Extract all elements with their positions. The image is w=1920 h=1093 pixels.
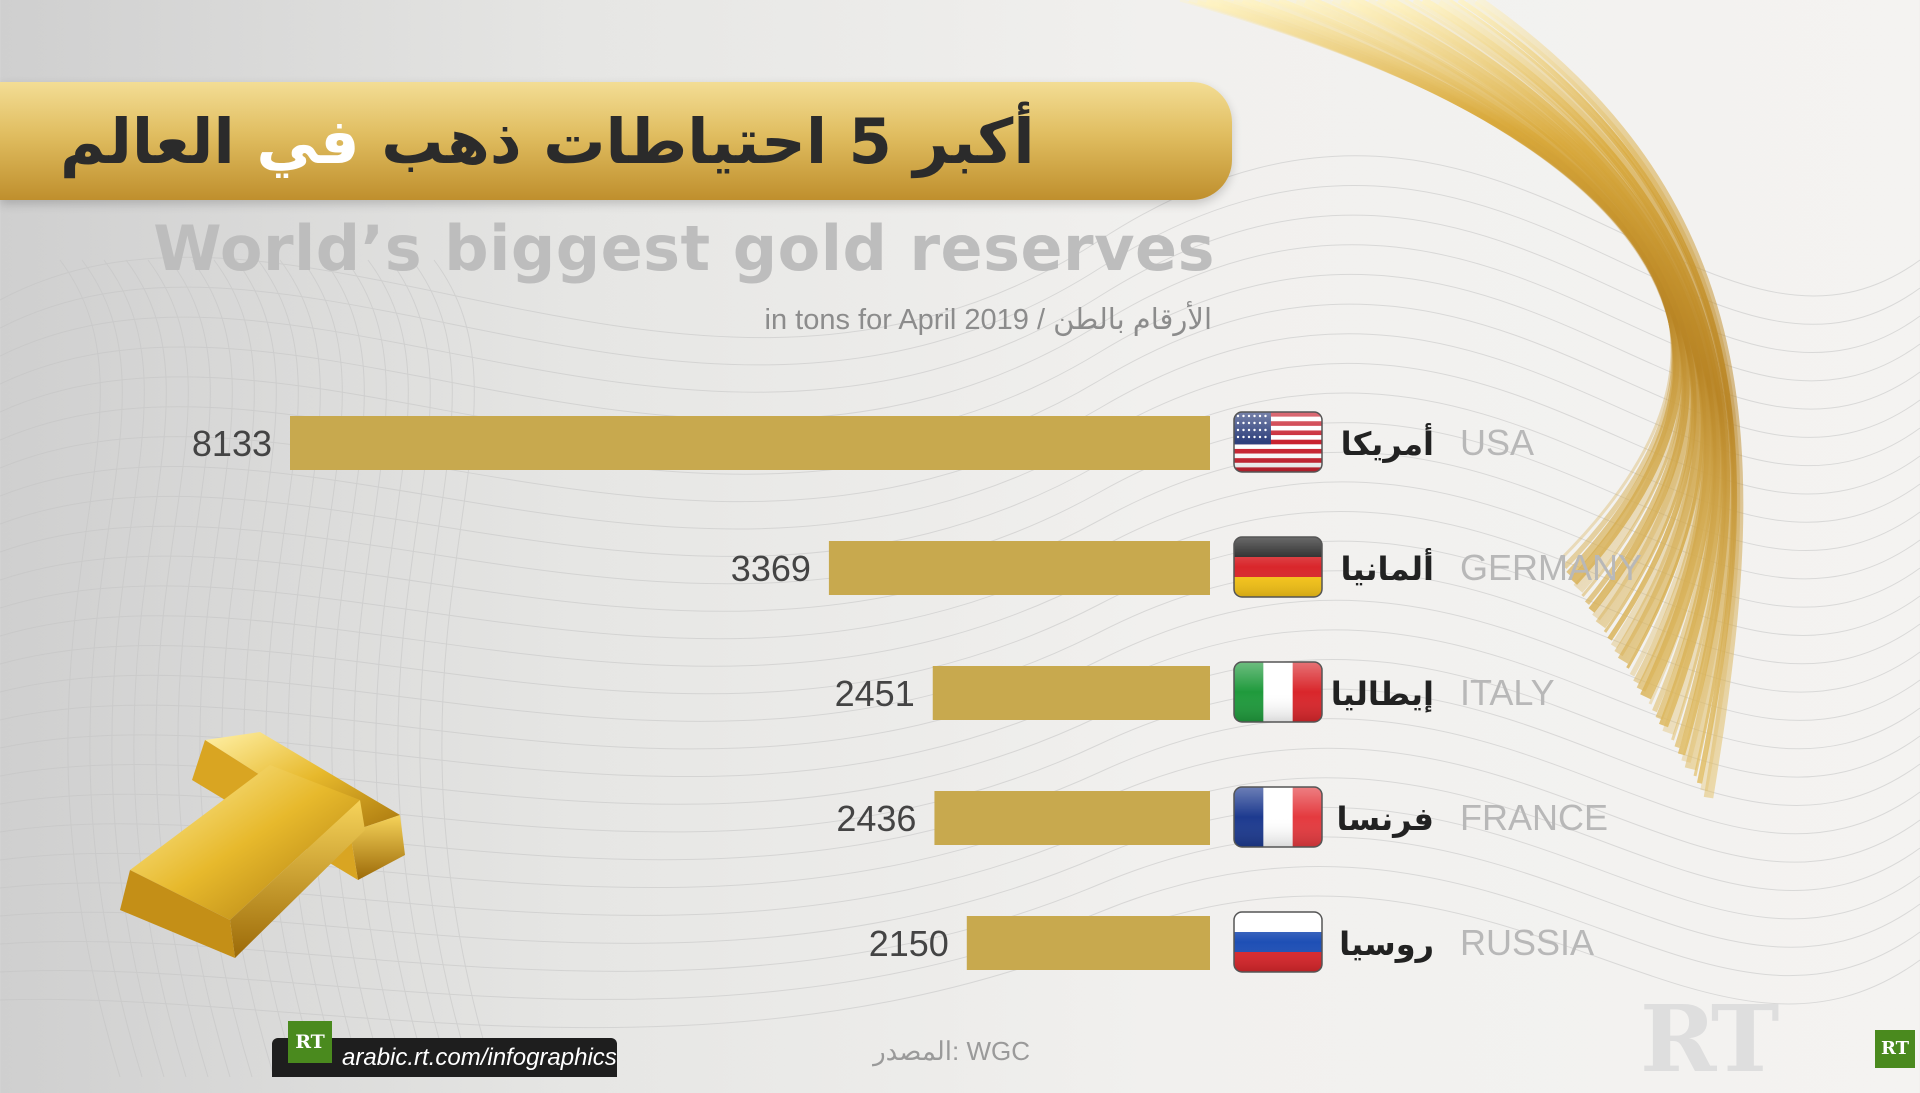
arabic-title-highlight: في bbox=[256, 104, 360, 178]
russia-flag-icon bbox=[1233, 911, 1323, 973]
bar-italy bbox=[932, 666, 1210, 720]
value-label-france: 2436 bbox=[836, 798, 916, 839]
country-label-ar-germany: ألمانيا bbox=[1340, 548, 1434, 588]
usa-flag-icon bbox=[1233, 411, 1323, 473]
country-label-ar-italy: إيطاليا bbox=[1331, 675, 1434, 714]
country-label-ar-usa: أمريكا bbox=[1341, 423, 1434, 463]
country-label-ar-france: فرنسا bbox=[1337, 800, 1434, 838]
france-flag-icon bbox=[1233, 786, 1323, 848]
gold-bar-front bbox=[120, 765, 365, 958]
arabic-title: أكبر 5 احتياطات ذهب في العالم bbox=[60, 86, 1180, 196]
country-label-usa: USA bbox=[1460, 422, 1534, 463]
value-label-germany: 3369 bbox=[731, 548, 811, 589]
country-label-france: FRANCE bbox=[1460, 797, 1608, 838]
country-label-germany: GERMANY bbox=[1460, 547, 1642, 588]
title-banner bbox=[0, 82, 1232, 200]
bar-usa bbox=[290, 416, 1210, 470]
country-label-ar-russia: روسيا bbox=[1339, 925, 1434, 963]
arabic-title-part1: أكبر 5 احتياطات ذهب bbox=[381, 104, 1035, 178]
value-label-italy: 2451 bbox=[835, 673, 915, 714]
bar-france bbox=[934, 791, 1210, 845]
bar-russia bbox=[966, 916, 1210, 970]
english-title: World’s biggest gold reserves bbox=[153, 212, 1215, 285]
country-label-russia: RUSSIA bbox=[1460, 922, 1594, 963]
gold-bars-illustration bbox=[120, 732, 405, 958]
arabic-title-part3: العالم bbox=[60, 104, 235, 178]
value-label-russia: 2150 bbox=[869, 923, 949, 964]
bar-germany bbox=[828, 541, 1210, 595]
units-subtitle: in tons for April 2019 / الأرقام بالطن bbox=[764, 304, 1212, 336]
italy-flag-icon bbox=[1233, 661, 1323, 723]
footer-url-link[interactable]: arabic.rt.com/infographics bbox=[342, 1044, 617, 1071]
country-label-italy: ITALY bbox=[1460, 672, 1555, 713]
germany-flag-icon bbox=[1233, 536, 1323, 598]
rt-logo: RT bbox=[288, 1021, 332, 1063]
rt-watermark: RT bbox=[1640, 985, 1779, 1093]
value-label-usa: 8133 bbox=[192, 423, 272, 464]
source-label: المصدر: WGC bbox=[873, 1036, 1030, 1066]
rt-corner-logo: RT bbox=[1875, 1030, 1915, 1068]
